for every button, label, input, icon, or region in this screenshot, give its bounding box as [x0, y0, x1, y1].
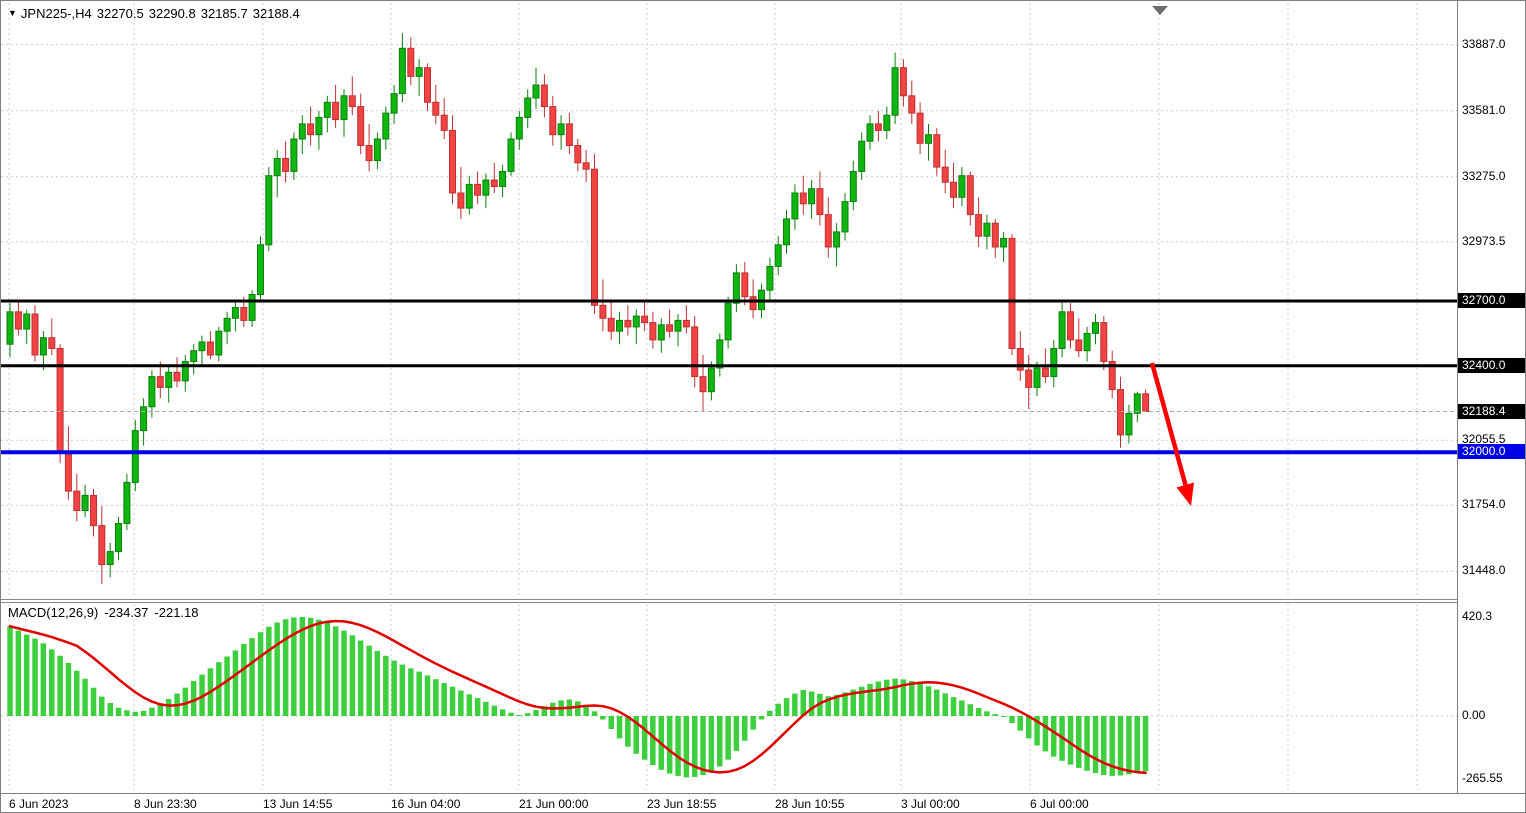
price-axis-label: 33887.0 — [1462, 36, 1506, 51]
macd-legend: MACD(12,26,9) -234.37 -221.18 — [8, 605, 199, 620]
panel-divider[interactable] — [1, 599, 1525, 603]
ohlc-open-value: 32270.5 — [96, 6, 144, 21]
macd-axis-label: 420.3 — [1462, 608, 1493, 623]
time-axis-label: 23 Jun 18:55 — [647, 797, 717, 811]
price-axis-label: 32973.5 — [1462, 233, 1506, 248]
symbol-timeframe-label: JPN225-,H4 — [20, 6, 92, 21]
ohlc-low-value: 32185.7 — [200, 6, 248, 21]
ohlc-high-value: 32290.8 — [148, 6, 196, 21]
price-axis-label: 32400.0 — [1458, 357, 1525, 373]
time-axis-label: 6 Jul 00:00 — [1030, 797, 1089, 811]
price-axis-label: 33275.0 — [1462, 168, 1506, 183]
macd-signal-value: -221.18 — [154, 605, 199, 620]
macd-axis-label: -265.55 — [1462, 770, 1503, 785]
macd-indicator-label: MACD(12,26,9) — [8, 605, 99, 620]
chart-shift-icon[interactable] — [1152, 6, 1168, 15]
time-axis-label: 21 Jun 00:00 — [519, 797, 589, 811]
macd-main-value: -234.37 — [104, 605, 149, 620]
macd-indicator-panel[interactable] — [1, 601, 1457, 793]
price-axis-label: 31448.0 — [1462, 563, 1506, 578]
chart-legend: ▼ JPN225-,H4 32270.5 32290.8 32185.7 32188.4 — [8, 6, 300, 21]
time-axis-label: 13 Jun 14:55 — [263, 797, 333, 811]
ohlc-close-value: 32188.4 — [252, 6, 300, 21]
time-axis-label: 8 Jun 23:30 — [134, 797, 197, 811]
time-axis-label: 28 Jun 10:55 — [775, 797, 845, 811]
price-axis-label: 32055.5 — [1462, 432, 1506, 447]
time-axis-label: 16 Jun 04:00 — [391, 797, 461, 811]
price-axis-label: 31754.0 — [1462, 497, 1506, 512]
price-axis-label: 32700.0 — [1458, 293, 1525, 308]
trend-arrow[interactable] — [1149, 362, 1194, 506]
time-axis[interactable]: 6 Jun 2023 8 Jun 23:30 13 Jun 14:55 16 Jun … — [1, 793, 1525, 812]
macd-signal-line — [8, 619, 1147, 775]
price-chart[interactable] — [1, 1, 1457, 601]
price-axis-label: 32000.0 — [1458, 444, 1525, 460]
price-axis-label: 32188.4 — [1458, 403, 1525, 419]
time-axis-label: 6 Jun 2023 — [9, 797, 69, 811]
time-axis-label: 3 Jul 00:00 — [901, 797, 960, 811]
price-axis[interactable]: 33887.0 33581.0 33275.0 32973.5 32700.0 32400… — [1457, 1, 1525, 793]
macd-axis-label: 0.00 — [1462, 708, 1486, 722]
symbol-dropdown-icon[interactable]: ▼ — [8, 8, 17, 18]
price-axis-label: 33581.0 — [1462, 102, 1506, 117]
